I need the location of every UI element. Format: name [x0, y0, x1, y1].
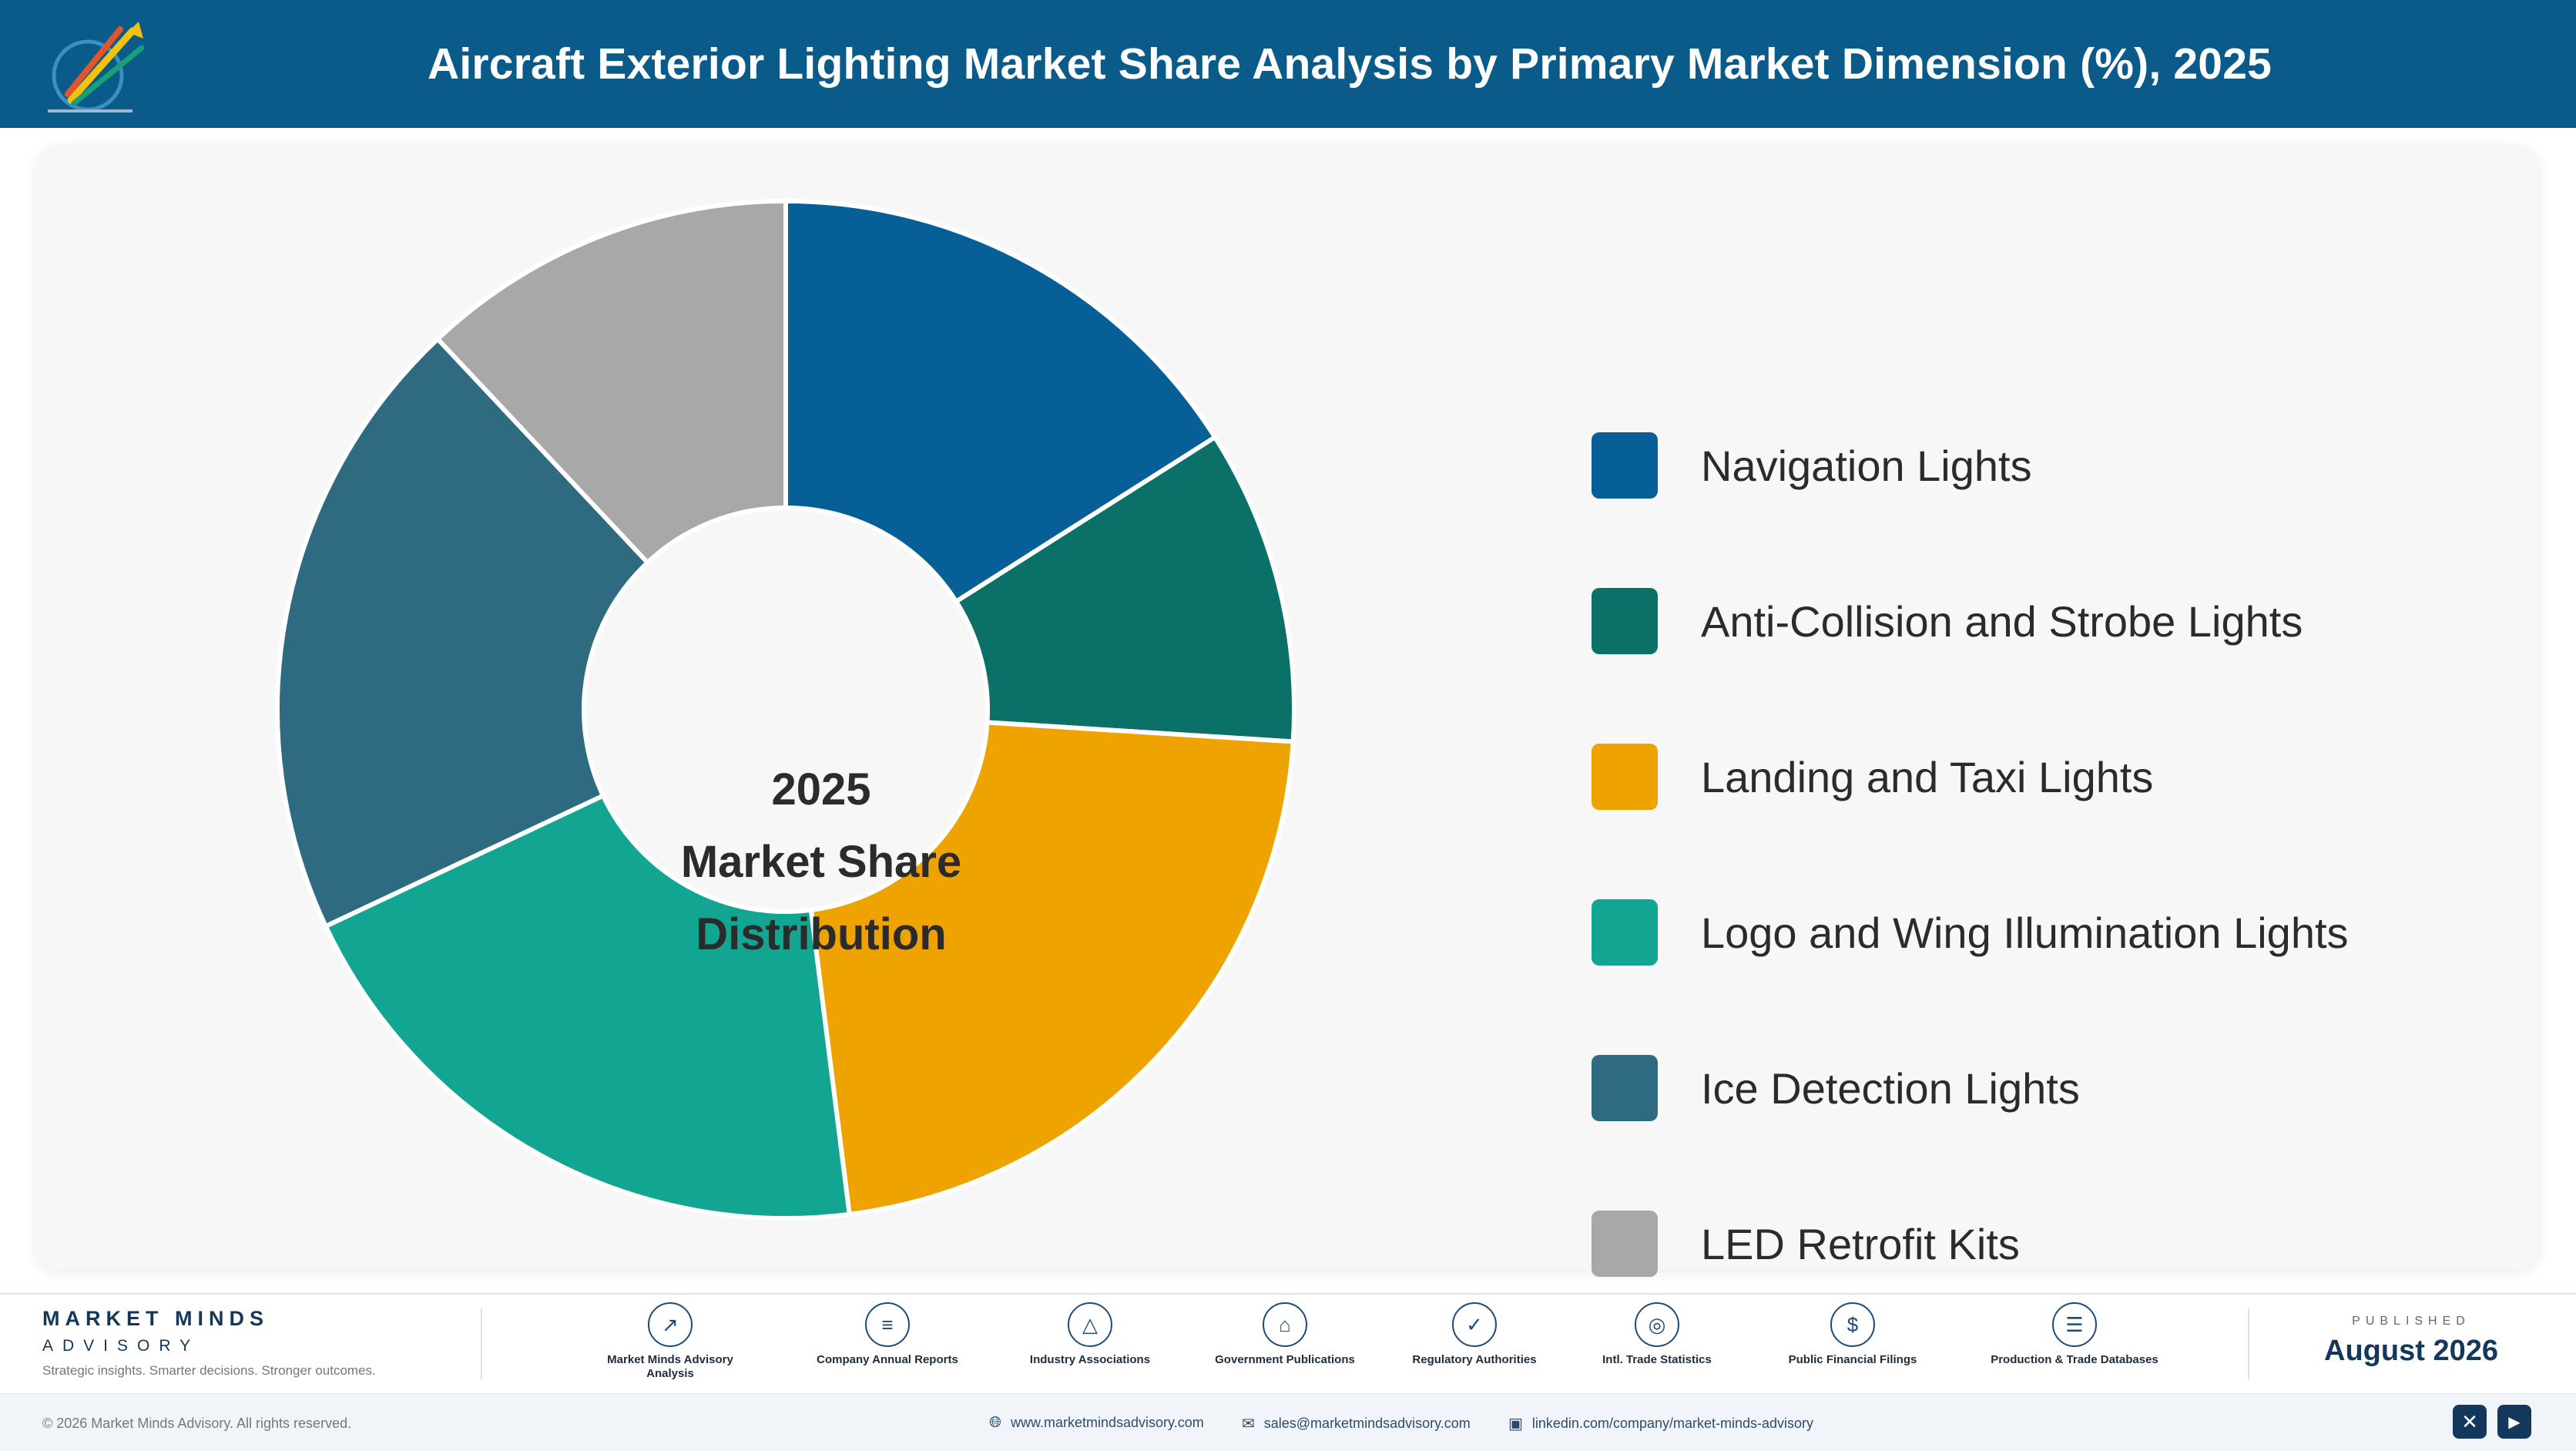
youtube-social-button[interactable]: ▶ [2497, 1405, 2531, 1439]
legend-item: Anti-Collision and Strobe Lights [1592, 587, 2349, 655]
source-item: ✓ Regulatory Authorities [1390, 1302, 1559, 1367]
linkedin-icon: ▣ [1508, 1416, 1523, 1433]
document-icon: ≡ [865, 1302, 910, 1347]
pie-slice-ice-detection-lights [275, 335, 651, 930]
legend-label: Logo and Wing Illumination Lights [1701, 908, 2349, 957]
source-item: ◎ Intl. Trade Statistics [1572, 1302, 1742, 1367]
linkedin-link[interactable]: ▣ linkedin.com/company/market-minds-advi… [1508, 1414, 1813, 1433]
legend-label: LED Retrofit Kits [1701, 1219, 2020, 1268]
source-label: Public Financial Filings [1788, 1353, 1917, 1366]
brand-tagline: Strategic insights. Smarter decisions. S… [42, 1363, 376, 1378]
footer-divider [0, 1293, 2576, 1295]
pie-slice-anti-collision-and-strobe-lights [953, 434, 1297, 744]
youtube-icon: ▶ [2508, 1413, 2521, 1431]
legend-swatch [1592, 1055, 1658, 1121]
center-line-subtitle: Distribution [696, 909, 947, 959]
legend-item: Landing and Taxi Lights [1592, 743, 2349, 811]
pie-slice-led-retrofit-kits [434, 198, 788, 566]
published-block: PUBLISHED August 2026 [2280, 1315, 2542, 1368]
source-item: $ Public Financial Filings [1768, 1302, 1937, 1367]
donut-chart [275, 198, 1297, 1221]
legend-label: Navigation Lights [1701, 441, 2032, 490]
source-label: Government Publications [1215, 1353, 1355, 1366]
page-title: Aircraft Exterior Lighting Market Share … [427, 39, 2272, 89]
x-social-button[interactable]: ✕ [2453, 1405, 2487, 1439]
website-text: www.marketmindsadvisory.com [1011, 1415, 1204, 1430]
chart-card: 2025 Market Share Distribution Navigatio… [35, 145, 2539, 1277]
pie-slice-landing-and-taxi-lights [808, 720, 1296, 1218]
source-label: Industry Associations [1029, 1353, 1151, 1366]
legend-label: Anti-Collision and Strobe Lights [1701, 596, 2303, 646]
legend-swatch [1592, 899, 1658, 966]
copyright-text: © 2026 Market Minds Advisory. All rights… [42, 1416, 352, 1431]
database-icon: ☰ [2052, 1302, 2097, 1347]
legend-swatch [1592, 744, 1658, 810]
header-bar: Aircraft Exterior Lighting Market Share … [0, 0, 2576, 128]
source-label: Intl. Trade Statistics [1602, 1353, 1712, 1366]
published-date: August 2026 [2324, 1335, 2498, 1367]
brand-name: MARKET MINDS [42, 1307, 269, 1330]
mail-icon: ✉︎ [1242, 1416, 1255, 1433]
legend-item: Ice Detection Lights [1592, 1054, 2349, 1122]
chart-line-icon: ↗ [648, 1302, 693, 1347]
source-label: Company Annual Reports [817, 1353, 958, 1366]
bottom-bar: © 2026 Market Minds Advisory. All rights… [0, 1393, 2576, 1451]
legend-item: Navigation Lights [1592, 432, 2349, 499]
source-item: ☰ Production & Trade Databases [1990, 1302, 2159, 1367]
source-label: Market Minds Advisory Analysis [607, 1353, 733, 1380]
source-label: Regulatory Authorities [1412, 1353, 1537, 1366]
email-link[interactable]: ✉︎ sales@marketmindsadvisory.com [1242, 1414, 1471, 1433]
linkedin-text: linkedin.com/company/market-minds-adviso… [1531, 1416, 1814, 1431]
legend-label: Ice Detection Lights [1701, 1063, 2080, 1113]
network-icon: △ [1068, 1302, 1112, 1347]
email-text: sales@marketmindsadvisory.com [1263, 1416, 1471, 1431]
pie-slice-logo-and-wing-illumination-lights [322, 792, 853, 1221]
footer-separator [2248, 1308, 2249, 1379]
pie-slice-navigation-lights [783, 198, 1219, 605]
published-label: PUBLISHED [2352, 1315, 2470, 1328]
website-link[interactable]: 🌐︎ www.marketmindsadvisory.com [989, 1414, 1204, 1432]
company-logo-icon [48, 22, 145, 113]
globe-icon: 🌐︎ [989, 1414, 1001, 1431]
shield-icon: ✓ [1452, 1302, 1497, 1347]
coin-icon: $ [1830, 1302, 1875, 1347]
source-item: △ Industry Associations [1005, 1302, 1175, 1367]
brand-block: MARKET MINDS ADVISORY Strategic insights… [42, 1307, 376, 1379]
source-label: Production & Trade Databases [1991, 1353, 2158, 1366]
chart-legend: Navigation Lights Anti-Collision and Stro… [1592, 432, 2349, 1365]
legend-item: LED Retrofit Kits [1592, 1210, 2349, 1278]
legend-swatch [1592, 1211, 1658, 1277]
x-icon: ✕ [2461, 1409, 2478, 1433]
source-item: ↗ Market Minds Advisory Analysis [585, 1302, 755, 1381]
legend-swatch [1592, 432, 1658, 499]
building-icon: ⌂ [1263, 1302, 1307, 1347]
center-line-title: Market Share [680, 837, 962, 887]
globe-icon: ◎ [1635, 1302, 1679, 1347]
footer-separator [481, 1308, 482, 1379]
source-item: ≡ Company Annual Reports [803, 1302, 972, 1367]
legend-label: Landing and Taxi Lights [1701, 752, 2154, 801]
donut-center-label: 2025 Market Share Distribution [629, 754, 1014, 971]
source-item: ⌂ Government Publications [1200, 1302, 1370, 1367]
legend-item: Logo and Wing Illumination Lights [1592, 898, 2349, 966]
center-line-year: 2025 [771, 764, 871, 815]
legend-swatch [1592, 588, 1658, 654]
brand-subtitle: ADVISORY [42, 1337, 200, 1355]
